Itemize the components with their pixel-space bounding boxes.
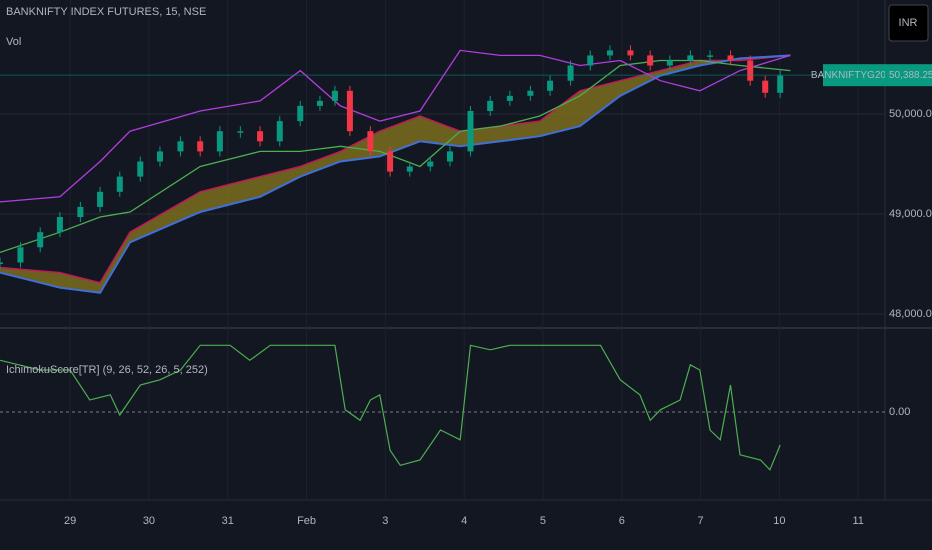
candle xyxy=(762,80,769,93)
symbol-box xyxy=(823,64,885,87)
candle xyxy=(666,60,673,66)
chart-title: BANKNIFTY INDEX FUTURES, 15, NSE xyxy=(6,6,206,18)
candle xyxy=(331,90,338,101)
candle xyxy=(547,80,554,91)
candle xyxy=(747,60,754,81)
candle xyxy=(97,191,104,207)
y-tick-label: 0.00 xyxy=(889,406,910,418)
candle xyxy=(487,100,494,111)
x-tick-label: 3 xyxy=(382,515,388,527)
y-tick-label: 48,000.00 xyxy=(889,308,932,320)
candle xyxy=(627,50,634,56)
x-tick-label: 5 xyxy=(540,515,546,527)
candle xyxy=(297,105,304,122)
candle xyxy=(316,100,323,106)
indicator-line xyxy=(0,59,791,254)
currency[interactable]: INR xyxy=(899,17,918,29)
x-tick-label: 11 xyxy=(852,515,863,527)
candle xyxy=(346,90,353,132)
candle xyxy=(367,131,374,152)
x-tick-label: 10 xyxy=(773,515,785,527)
candle xyxy=(427,161,434,167)
candle xyxy=(216,131,223,152)
candle xyxy=(506,95,513,101)
candle xyxy=(237,131,244,133)
candle xyxy=(17,247,24,263)
x-tick-label: 31 xyxy=(222,515,234,527)
candle xyxy=(587,55,594,66)
candle xyxy=(156,151,163,162)
candle xyxy=(77,206,84,217)
candle xyxy=(647,55,654,66)
plot-area: 48,000.00 49,000.00 50,000.00 BANKNIFTYG202… xyxy=(0,45,932,527)
candle xyxy=(56,217,63,233)
indicator-line xyxy=(0,49,791,203)
candle xyxy=(687,55,694,61)
x-tick-label: 30 xyxy=(143,515,155,527)
candle xyxy=(387,151,394,172)
span-a xyxy=(0,54,791,284)
volume-label: Vol xyxy=(6,36,21,48)
candle xyxy=(707,55,714,57)
x-tick-label: 29 xyxy=(64,515,76,527)
candle xyxy=(467,111,474,152)
candle xyxy=(197,141,204,152)
candle xyxy=(446,151,453,162)
candle xyxy=(276,121,283,142)
candle xyxy=(177,141,184,152)
candle xyxy=(37,232,44,248)
price-label: 50,388.25 xyxy=(889,70,932,81)
candle xyxy=(527,90,534,96)
cloud xyxy=(0,55,791,293)
candle xyxy=(116,176,123,192)
candle xyxy=(0,262,3,264)
x-tick-label: 4 xyxy=(461,515,467,527)
x-tick-label: 6 xyxy=(619,515,625,527)
indicator-title: IchimokuScore[TR] (9, 26, 52, 26, 5, 252… xyxy=(6,364,208,376)
candle xyxy=(606,50,613,56)
currency-box[interactable] xyxy=(888,4,929,42)
symbol-label: BANKNIFTYG2025 xyxy=(811,70,898,81)
y-tick-label: 49,000.00 xyxy=(889,208,932,220)
y-tick-label: 50,000.00 xyxy=(889,108,932,120)
candle xyxy=(727,55,734,61)
candle xyxy=(257,131,264,142)
price-box xyxy=(885,64,932,87)
candle xyxy=(406,166,413,172)
candle xyxy=(777,75,784,93)
candle xyxy=(567,65,574,81)
score-line xyxy=(0,344,781,471)
x-tick-label: Feb xyxy=(297,515,316,527)
candle xyxy=(137,161,144,177)
x-tick-label: 7 xyxy=(698,515,704,527)
